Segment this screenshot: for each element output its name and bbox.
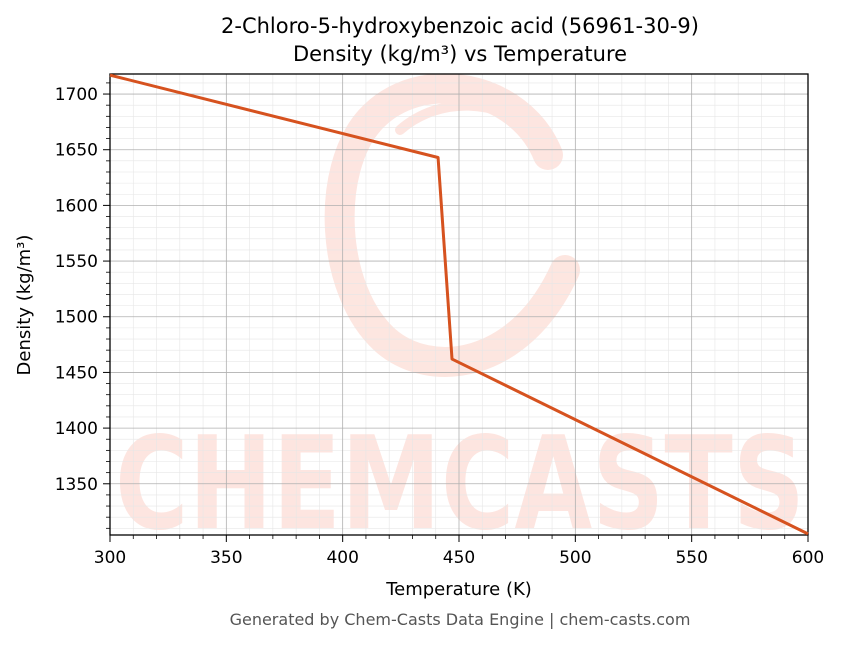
x-tick-label: 550	[675, 548, 707, 568]
series-layer	[109, 73, 809, 536]
x-tick-label: 600	[792, 548, 824, 568]
y-tick-label: 1350	[55, 475, 98, 495]
footer-credit: Generated by Chem-Casts Data Engine | ch…	[230, 610, 691, 629]
x-tick-label: 450	[443, 548, 475, 568]
y-axis-ticks: 1350 1400 1450 1500 1550 1600 1650 1700	[55, 82, 110, 529]
chart-subtitle: Density (kg/m³) vs Temperature	[293, 42, 627, 66]
y-axis-label: Density (kg/m³)	[14, 235, 35, 376]
x-tick-label: 400	[326, 548, 358, 568]
y-tick-label: 1500	[55, 308, 98, 328]
x-axis-ticks: 300 350 400 450 500 550 600	[94, 535, 824, 568]
x-tick-label: 350	[210, 548, 242, 568]
x-tick-label: 300	[94, 548, 126, 568]
y-tick-label: 1650	[55, 141, 98, 161]
y-tick-label: 1400	[55, 419, 98, 439]
y-tick-label: 1550	[55, 252, 98, 272]
major-grid	[109, 74, 809, 535]
x-tick-label: 500	[559, 548, 591, 568]
watermark-text: CHEMCASTS	[115, 410, 805, 559]
y-tick-label: 1450	[55, 363, 98, 383]
chemcasts-watermark: CHEMCASTS	[115, 73, 805, 559]
y-tick-label: 1600	[55, 196, 98, 216]
chart-title: 2-Chloro-5-hydroxybenzoic acid (56961-30…	[221, 14, 699, 38]
x-axis-label: Temperature (K)	[385, 579, 532, 600]
y-tick-label: 1700	[55, 85, 98, 105]
density-series-line	[109, 73, 809, 536]
